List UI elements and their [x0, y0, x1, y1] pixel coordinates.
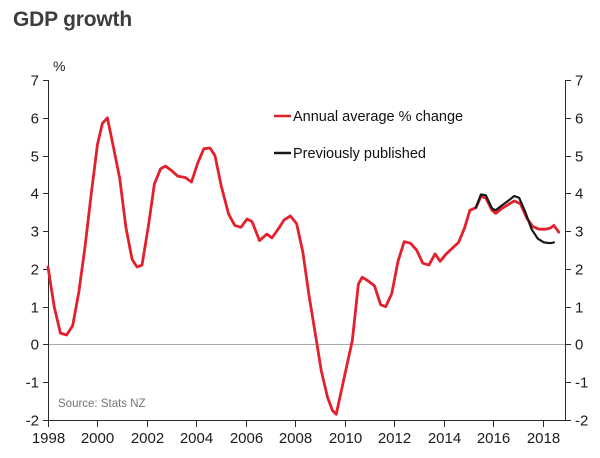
y-tick-label-right: 4: [575, 186, 583, 203]
chart-title: GDP growth: [13, 8, 132, 31]
y-tick-label-right: -2: [575, 413, 588, 430]
x-tick-label: 2010: [329, 430, 362, 447]
y-tick-label-left: 2: [31, 262, 39, 279]
source-note: Source: Stats NZ: [58, 398, 146, 410]
x-tick-label: 2008: [279, 430, 312, 447]
y-tick-label-left: 5: [31, 149, 39, 166]
x-tick-label: 2014: [428, 430, 461, 447]
y-axis-unit-label: %: [53, 58, 65, 74]
y-tick-label-right: 5: [575, 149, 583, 166]
x-tick-label: 2016: [477, 430, 510, 447]
annual-average-line: [46, 116, 561, 416]
y-tick-label-left: 3: [31, 224, 39, 241]
legend-label: Annual average % change: [293, 109, 463, 125]
x-tick-label: 1998: [32, 430, 65, 447]
legend: Annual average % change Previously publis…: [274, 109, 463, 162]
y-tick-label-left: -1: [26, 375, 39, 392]
y-tick-label-left: 7: [31, 73, 39, 90]
y-tick-label-left: 6: [31, 111, 39, 128]
y-tick-label-left: 1: [31, 300, 39, 317]
y-tick-label-right: 2: [575, 262, 583, 279]
y-tick-label-right: 3: [575, 224, 583, 241]
y-tick-label-right: 7: [575, 73, 583, 90]
x-tick-label: 2000: [81, 430, 114, 447]
x-tick-label: 2006: [230, 430, 263, 447]
y-tick-label-right: -1: [575, 375, 588, 392]
y-tick-label-right: 6: [575, 111, 583, 128]
x-tick-label: 2012: [378, 430, 411, 447]
x-tick-label: 2004: [180, 430, 213, 447]
axes: [43, 80, 571, 427]
legend-label: Previously published: [293, 146, 426, 162]
y-tick-label-right: 0: [575, 337, 583, 354]
previously-published-line: [474, 193, 556, 245]
y-tick-label-right: 1: [575, 300, 583, 317]
y-tick-label-left: 0: [31, 337, 39, 354]
y-tick-label-left: 4: [31, 186, 39, 203]
x-tick-label: 2002: [131, 430, 164, 447]
y-tick-label-left: -2: [26, 413, 39, 430]
x-tick-label: 2018: [527, 430, 560, 447]
